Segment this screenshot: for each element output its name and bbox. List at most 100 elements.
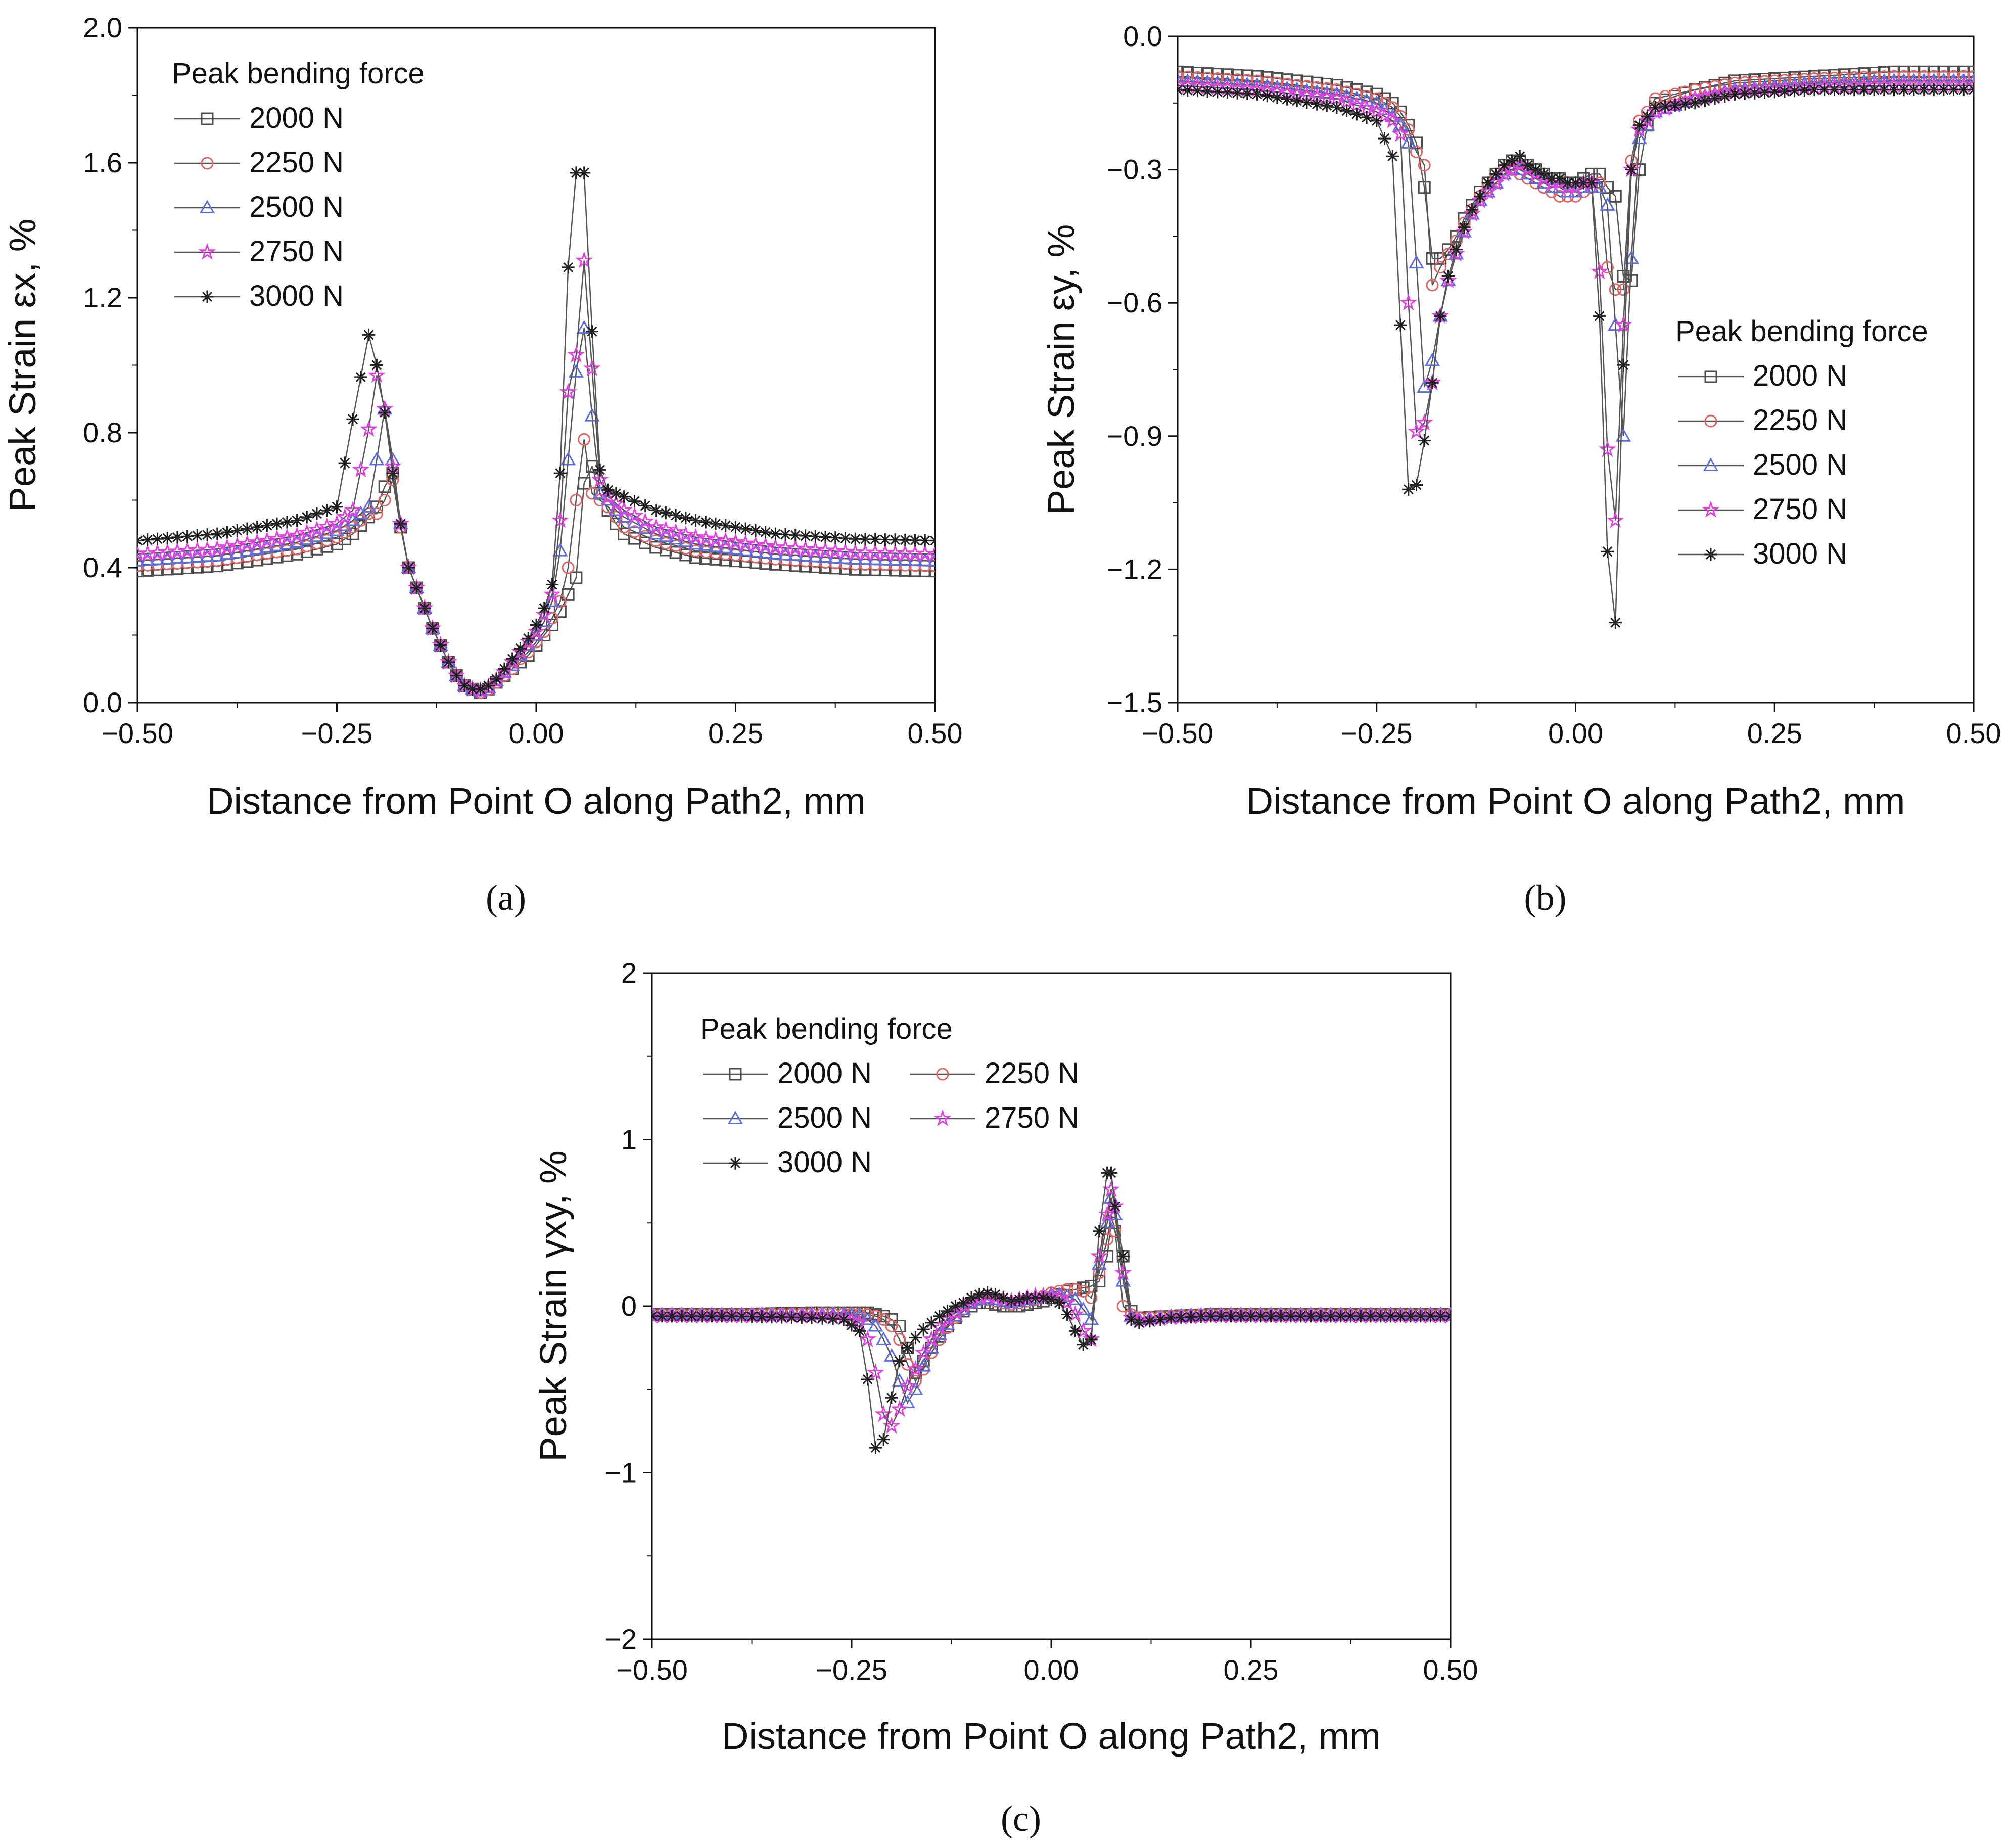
- y-tick-label: 1.6: [83, 147, 122, 178]
- y-tick-label: −0.9: [1106, 420, 1162, 452]
- data-point: [1593, 309, 1606, 323]
- data-point: [1194, 1310, 1207, 1323]
- data-point: [1410, 136, 1423, 150]
- legend-item: 2750 N: [174, 235, 344, 268]
- data-point: [1060, 1308, 1074, 1321]
- data-point: [758, 545, 773, 559]
- panel-b: −0.50 −0.25 0.00 0.25 0.50 −1.5 −1.2 −0.9 −0.6 −0…: [1040, 20, 2001, 918]
- data-point: [877, 1433, 890, 1446]
- data-point: [1394, 318, 1407, 332]
- data-point: [1504, 161, 1520, 175]
- data-point: [616, 509, 632, 523]
- x-tick-label: −0.50: [1142, 717, 1213, 749]
- data-point: [877, 1313, 890, 1326]
- legend-marker: [201, 290, 214, 303]
- data-point: [696, 529, 715, 546]
- data-point: [1201, 71, 1214, 84]
- data-point: [259, 539, 275, 553]
- data-point: [736, 534, 755, 551]
- data-point: [1376, 107, 1393, 124]
- data-point: [1434, 1310, 1447, 1323]
- data-point: [1927, 83, 1940, 97]
- data-point: [161, 531, 174, 545]
- data-point: [1617, 358, 1630, 372]
- data-point: [538, 629, 551, 641]
- data-point: [893, 1320, 906, 1333]
- data-point: [798, 548, 813, 562]
- data-point: [1334, 1310, 1347, 1323]
- data-point: [300, 511, 313, 524]
- data-point: [1537, 167, 1551, 180]
- data-point: [1359, 93, 1375, 107]
- data-point: [592, 485, 608, 499]
- legend-label: 2500 N: [777, 1101, 872, 1134]
- legend-marker: [201, 157, 214, 170]
- data-point: [1340, 104, 1353, 117]
- legend-label: 3000 N: [777, 1146, 872, 1179]
- data-point: [1748, 86, 1761, 100]
- data-point: [859, 1330, 877, 1347]
- data-point: [885, 1391, 898, 1404]
- data-point: [209, 547, 225, 562]
- data-point: [735, 1310, 749, 1323]
- data-point: [1241, 74, 1254, 87]
- legend-item: 2000 N: [703, 1057, 872, 1090]
- y-tick-label: −0.3: [1106, 154, 1162, 186]
- data-point: [1718, 90, 1732, 103]
- data-point: [1260, 75, 1274, 88]
- data-point: [1377, 102, 1392, 115]
- data-point: [1646, 102, 1664, 120]
- data-point: [908, 534, 922, 547]
- data-point: [1758, 86, 1771, 99]
- data-point: [593, 494, 606, 506]
- data-point: [1314, 1310, 1327, 1323]
- data-point: [466, 682, 479, 696]
- data-point: [849, 532, 862, 545]
- data-point: [1091, 1256, 1107, 1270]
- data-point: [867, 551, 883, 566]
- legend-label: 2250 N: [985, 1057, 1079, 1090]
- data-point: [219, 546, 235, 560]
- legend: Peak bending force 2000 N 2250 N 2500 N 2750…: [172, 57, 425, 312]
- data-point: [593, 463, 606, 477]
- data-point: [346, 521, 359, 534]
- data-point: [636, 512, 654, 529]
- data-point: [1274, 1310, 1287, 1323]
- data-point: [1324, 1310, 1337, 1323]
- data-point: [1284, 1310, 1297, 1323]
- data-point: [845, 1319, 858, 1332]
- legend-label: 2500 N: [249, 191, 344, 223]
- data-point: [352, 460, 370, 478]
- y-axis-title: Peak Strain γxy, %: [532, 1150, 574, 1462]
- data-point: [649, 503, 663, 517]
- legend-item: 2750 N: [910, 1101, 1079, 1134]
- data-point: [1441, 1307, 1451, 1324]
- data-point: [627, 515, 642, 528]
- x-axis-title: Distance from Point O along Path2, mm: [1246, 780, 1905, 822]
- legend-marker: [1702, 500, 1720, 518]
- data-point: [1907, 70, 1921, 83]
- data-point: [288, 526, 306, 543]
- data-point: [1083, 1311, 1099, 1325]
- data-point: [777, 546, 793, 561]
- data-point: [1609, 283, 1622, 296]
- data-point: [269, 537, 285, 551]
- data-point: [1304, 1310, 1318, 1323]
- legend-label: 3000 N: [1753, 537, 1847, 570]
- data-point: [737, 542, 754, 556]
- data-point: [877, 551, 893, 566]
- data-point: [1708, 92, 1721, 105]
- data-point: [1214, 1310, 1228, 1323]
- data-point: [1410, 145, 1423, 158]
- data-point: [689, 551, 703, 564]
- y-tick-label: 0.0: [83, 686, 122, 718]
- data-point: [402, 561, 415, 574]
- data-point: [1102, 1180, 1120, 1197]
- data-point: [860, 1311, 875, 1325]
- data-point: [1947, 70, 1960, 83]
- data-point: [926, 544, 935, 562]
- data-point: [1417, 379, 1432, 393]
- data-point: [933, 1310, 946, 1323]
- data-point: [1689, 97, 1702, 110]
- data-point: [1867, 83, 1881, 97]
